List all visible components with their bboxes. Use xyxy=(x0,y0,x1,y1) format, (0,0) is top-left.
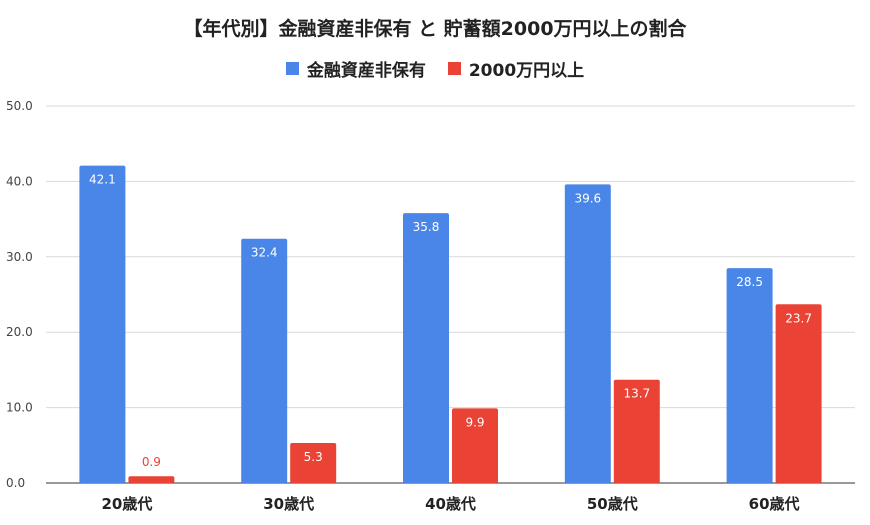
data-label: 0.9 xyxy=(142,455,161,469)
y-tick-label: 30.0 xyxy=(6,250,33,264)
bar xyxy=(452,408,498,483)
bar xyxy=(241,238,288,483)
bar xyxy=(726,268,773,483)
legend-label-series-2: 2000万円以上 xyxy=(468,61,585,81)
data-label: 28.5 xyxy=(736,275,763,289)
y-tick-label: 50.0 xyxy=(6,99,33,113)
legend-swatch-series-1 xyxy=(285,62,299,75)
bar xyxy=(775,304,822,483)
bar xyxy=(128,476,175,483)
y-tick-label: 0.0 xyxy=(6,476,25,490)
x-tick-label: 50歳代 xyxy=(587,495,638,513)
legend-item-series-2[interactable]: 2000万円以上 xyxy=(447,56,585,81)
legend-item-series-1[interactable]: 金融資産非保有 xyxy=(285,56,426,81)
data-label: 32.4 xyxy=(251,246,278,260)
bar xyxy=(290,443,337,483)
data-label: 13.7 xyxy=(623,387,650,401)
chart-title: 【年代別】金融資産非保有 と 貯蓄額2000万円以上の割合 xyxy=(183,18,687,40)
bar xyxy=(79,165,126,484)
data-label: 39.6 xyxy=(574,191,601,205)
data-label: 5.3 xyxy=(304,450,323,464)
data-label: 42.1 xyxy=(89,173,116,187)
bar xyxy=(403,213,449,483)
x-tick-label: 20歳代 xyxy=(101,495,152,513)
x-tick-label: 60歳代 xyxy=(749,495,800,513)
x-tick-label: 40歳代 xyxy=(425,495,476,513)
bar xyxy=(564,184,611,483)
y-tick-label: 40.0 xyxy=(6,174,33,188)
data-label: 9.9 xyxy=(465,415,484,429)
data-label: 23.7 xyxy=(785,311,812,325)
x-tick-label: 30歳代 xyxy=(263,495,314,513)
bar xyxy=(613,379,660,483)
legend-swatch-series-2 xyxy=(447,62,461,75)
legend: 金融資産非保有 2000万円以上 xyxy=(0,56,870,81)
y-tick-label: 10.0 xyxy=(6,401,33,415)
y-tick-label: 20.0 xyxy=(6,325,33,339)
data-label: 35.8 xyxy=(413,220,440,234)
legend-label-series-1: 金融資産非保有 xyxy=(306,61,426,81)
